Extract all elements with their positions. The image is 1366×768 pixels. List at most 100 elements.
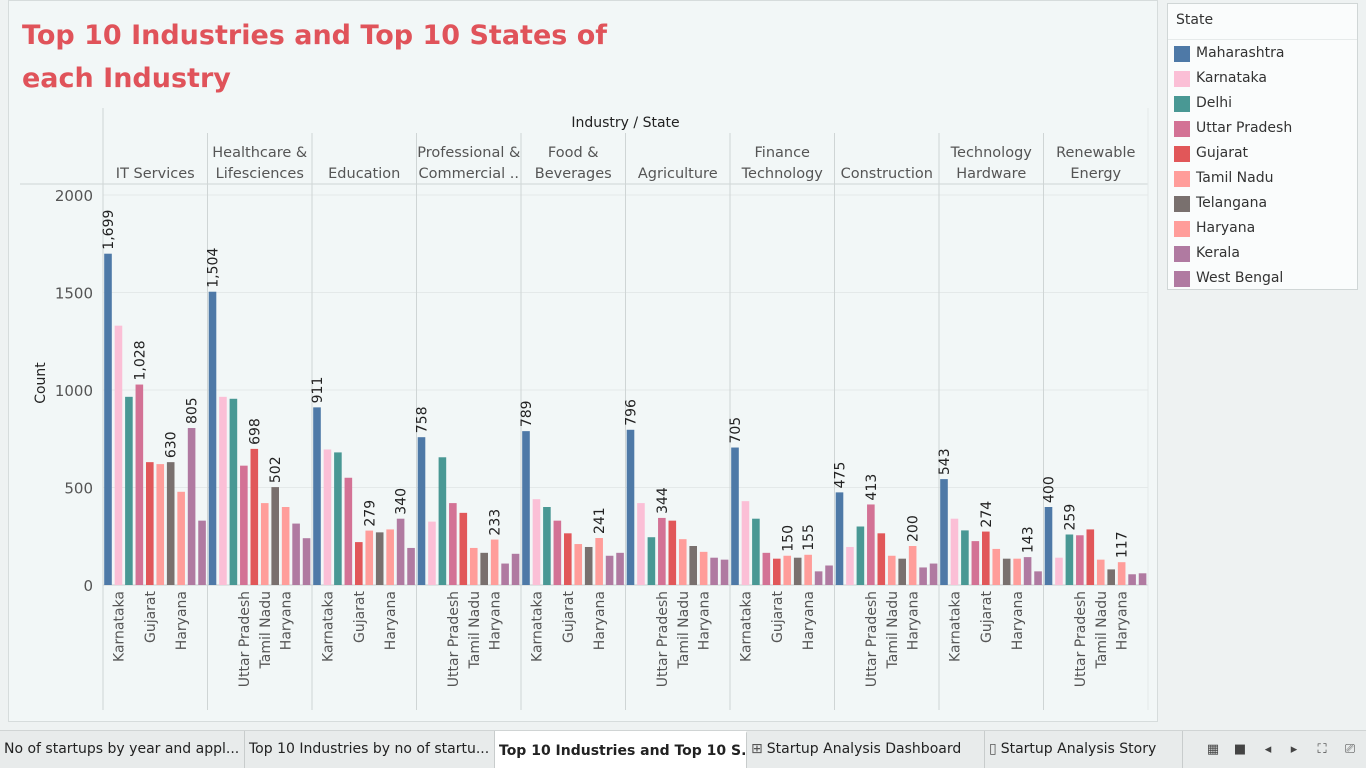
- show-filmstrip-icon[interactable]: ▦: [1206, 742, 1220, 757]
- bar: [574, 544, 583, 585]
- data-label: 241: [592, 507, 608, 534]
- legend-item[interactable]: Maharashtra: [1172, 43, 1354, 65]
- legend-item[interactable]: Gujarat: [1172, 143, 1354, 165]
- sheet-tab[interactable]: No of startups by year and appl...: [0, 731, 245, 768]
- bar: [846, 546, 854, 585]
- data-label: 259: [1062, 504, 1078, 531]
- bar: [1013, 558, 1021, 585]
- industry-header: Technology: [950, 145, 1033, 161]
- x-tick-label: Haryana: [697, 591, 713, 650]
- bar: [1107, 569, 1115, 585]
- legend-item[interactable]: Telangana: [1172, 193, 1354, 215]
- data-label: 150: [780, 525, 796, 552]
- data-label: 758: [415, 406, 431, 433]
- data-label: 698: [247, 418, 263, 445]
- bar: [375, 532, 384, 585]
- bar: [992, 548, 1001, 585]
- data-label: 911: [310, 377, 326, 404]
- bar: [668, 520, 677, 585]
- legend-item[interactable]: West Bengal: [1172, 268, 1354, 290]
- bar: [626, 429, 635, 585]
- bar: [302, 538, 311, 585]
- bar: [773, 558, 781, 585]
- data-label: 705: [728, 417, 744, 444]
- bar: [1086, 529, 1095, 585]
- bar: [804, 554, 812, 585]
- legend-item[interactable]: Tamil Nadu: [1172, 168, 1354, 190]
- x-tick-label: Haryana: [801, 591, 817, 650]
- data-label: 413: [864, 474, 880, 501]
- bar: [177, 491, 185, 585]
- sheet-tab[interactable]: ⊞ Startup Analysis Dashboard: [747, 731, 985, 768]
- bar: [522, 431, 530, 585]
- bar: [647, 537, 656, 585]
- legend-item[interactable]: Haryana: [1172, 218, 1354, 240]
- sheet-tab[interactable]: ▯ Startup Analysis Story: [985, 731, 1183, 768]
- x-tick-label: Karnataka: [111, 591, 127, 662]
- bar: [198, 520, 206, 585]
- y-tick-label: 1500: [55, 285, 93, 303]
- show-sheet-icon[interactable]: ■: [1233, 742, 1247, 757]
- bar: [449, 503, 457, 585]
- legend-item[interactable]: Karnataka: [1172, 68, 1354, 90]
- data-label: 543: [937, 448, 953, 475]
- presentation-mode-icon[interactable]: ⎚: [1344, 742, 1356, 757]
- bar: [919, 567, 927, 585]
- x-tick-label: Uttar Pradesh: [655, 591, 671, 687]
- data-label: 789: [519, 400, 535, 427]
- x-tick-label: Tamil Nadu: [1094, 591, 1110, 670]
- bar: [344, 477, 353, 585]
- bar: [271, 487, 279, 585]
- bar: [699, 551, 708, 585]
- bar: [877, 533, 886, 585]
- legend-label: Karnataka: [1196, 70, 1267, 86]
- data-label: 279: [362, 500, 378, 527]
- state-legend[interactable]: State Maharashtra Karnataka Delhi Uttar Pra…: [1167, 3, 1358, 290]
- industry-header: Energy: [1070, 166, 1121, 182]
- x-tick-label: Haryana: [488, 591, 504, 650]
- data-label: 630: [164, 431, 180, 458]
- x-tick-label: Tamil Nadu: [258, 591, 274, 670]
- data-label: 475: [833, 462, 849, 489]
- bar: [678, 539, 687, 585]
- legend-swatch: [1174, 196, 1190, 212]
- legend-label: Telangana: [1196, 195, 1268, 211]
- previous-sheet-icon[interactable]: ◂: [1264, 742, 1272, 757]
- bar: [1065, 534, 1074, 585]
- legend-swatch: [1174, 96, 1190, 112]
- legend-item[interactable]: Delhi: [1172, 93, 1354, 115]
- data-label: 200: [906, 515, 922, 542]
- x-tick-label: Uttar Pradesh: [864, 591, 880, 687]
- industry-header: Professional &: [417, 145, 520, 161]
- sheet-tab[interactable]: Top 10 Industries and Top 10 S...: [495, 731, 747, 768]
- bar: [720, 559, 729, 585]
- x-tick-label: Karnataka: [320, 591, 336, 662]
- x-tick-label: Tamil Nadu: [467, 591, 483, 670]
- bar-chart: 0 500 1000 1500 2000 Count Industry / State IT …: [20, 108, 1149, 710]
- bar: [1055, 557, 1063, 585]
- next-sheet-icon[interactable]: ▸: [1290, 742, 1298, 757]
- sheet-tab-label: Startup Analysis Story: [1000, 741, 1157, 757]
- x-tick-label: Uttar Pradesh: [446, 591, 462, 687]
- bar: [752, 518, 760, 585]
- bar: [1002, 558, 1011, 585]
- x-tick-label: Haryana: [174, 591, 190, 650]
- legend-label: Tamil Nadu: [1196, 170, 1274, 186]
- x-tick-label: Haryana: [279, 591, 295, 650]
- legend-divider: [1168, 39, 1357, 40]
- bar: [240, 465, 248, 585]
- bar: [365, 530, 374, 585]
- data-label: 233: [488, 509, 504, 536]
- sheet-tab-label: Top 10 Industries and Top 10 S...: [499, 743, 747, 759]
- data-label: 1,699: [101, 210, 117, 250]
- y-tick-label: 2000: [55, 187, 93, 205]
- bar: [950, 518, 959, 585]
- bar: [334, 452, 342, 585]
- fit-screen-icon[interactable]: ⛶: [1317, 742, 1327, 757]
- y-axis-label: Count: [33, 362, 49, 404]
- legend-item[interactable]: Kerala: [1172, 243, 1354, 265]
- bar: [762, 552, 771, 585]
- legend-item[interactable]: Uttar Pradesh: [1172, 118, 1354, 140]
- sheet-tab[interactable]: Top 10 Industries by no of startu...: [245, 731, 495, 768]
- x-tick-label: Uttar Pradesh: [237, 591, 253, 687]
